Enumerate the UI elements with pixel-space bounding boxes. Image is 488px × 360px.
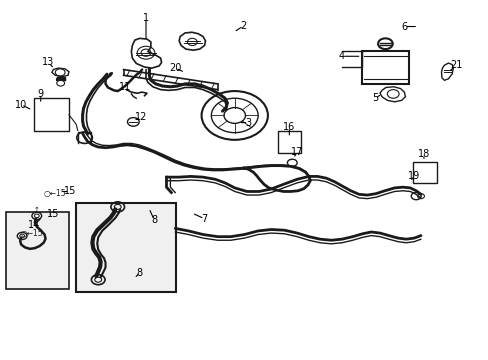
Text: 21: 21 xyxy=(449,60,461,70)
Text: 4: 4 xyxy=(338,51,345,61)
Text: 13: 13 xyxy=(42,57,55,67)
Text: 15: 15 xyxy=(47,209,60,219)
Text: ↑: ↑ xyxy=(34,207,40,213)
Bar xyxy=(76,203,176,292)
Text: 7: 7 xyxy=(201,214,207,224)
Text: 19: 19 xyxy=(407,171,420,181)
Text: 2: 2 xyxy=(240,21,246,31)
Bar xyxy=(277,131,301,153)
Text: 5: 5 xyxy=(371,93,378,103)
Text: 16: 16 xyxy=(283,122,295,132)
Text: 8: 8 xyxy=(136,267,142,278)
Text: 1: 1 xyxy=(142,13,149,23)
Bar xyxy=(412,162,436,183)
Text: 10: 10 xyxy=(15,100,27,110)
Text: 18: 18 xyxy=(417,149,429,159)
Text: 9: 9 xyxy=(38,89,43,99)
Text: 17: 17 xyxy=(290,147,303,157)
Bar xyxy=(5,212,69,289)
Bar xyxy=(361,51,408,84)
Bar xyxy=(34,98,69,131)
Text: 14: 14 xyxy=(28,220,40,230)
Text: 8: 8 xyxy=(151,215,157,225)
Text: 11: 11 xyxy=(119,82,131,93)
Text: 12: 12 xyxy=(135,112,147,122)
Text: 20: 20 xyxy=(169,63,181,73)
Text: 6: 6 xyxy=(401,22,407,32)
Text: 3: 3 xyxy=(245,118,251,128)
Text: 15: 15 xyxy=(63,186,76,197)
Text: ○←15: ○←15 xyxy=(20,229,43,238)
Text: ○←15: ○←15 xyxy=(43,189,66,198)
